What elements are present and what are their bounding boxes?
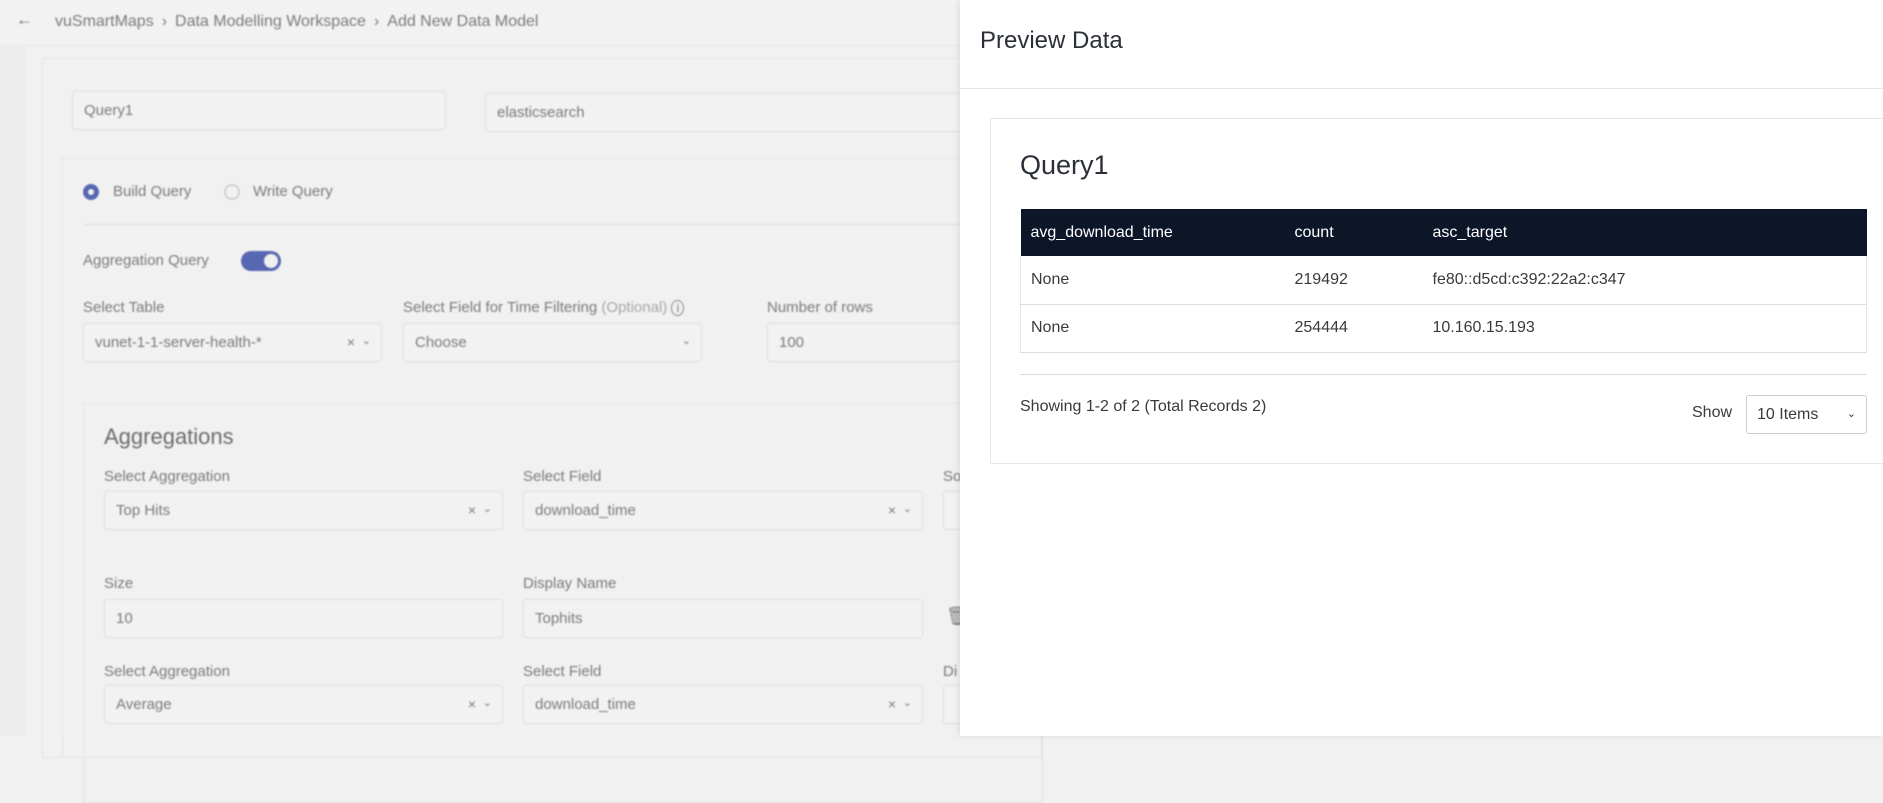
aggregation-dropdown[interactable]: Average × ⌄ xyxy=(104,685,503,724)
aggregation-query-toggle[interactable] xyxy=(241,251,281,271)
select-table-dropdown[interactable]: vunet-1-1-server-health-* × ⌄ xyxy=(83,323,382,362)
column-header: asc_target xyxy=(1422,209,1867,256)
optional-tag: (Optional) xyxy=(601,299,668,316)
column-header: avg_download_time xyxy=(1020,209,1285,256)
select-aggregation-label: Select Aggregation xyxy=(104,663,230,680)
select-aggregation-label: Select Aggregation xyxy=(104,468,230,485)
breadcrumb-item[interactable]: vuSmartMaps xyxy=(55,13,154,30)
time-field-label-text: Select Field for Time Filtering xyxy=(403,299,598,316)
page-size-select[interactable]: 10 Items ⌄ xyxy=(1746,395,1867,434)
clear-icon[interactable]: × xyxy=(346,334,355,350)
preview-data-panel: Preview Data Query1 avg_download_time co… xyxy=(960,0,1883,736)
show-label: Show xyxy=(1692,404,1733,421)
display-name-label: Display Name xyxy=(523,575,617,592)
divider xyxy=(1020,374,1867,375)
rows-value: 100 xyxy=(779,334,805,351)
size-input[interactable]: 10 xyxy=(104,599,503,638)
aggregation-dropdown[interactable]: Top Hits × ⌄ xyxy=(104,491,503,530)
field-value: download_time xyxy=(535,502,636,519)
panel-title: Preview Data xyxy=(980,27,1123,54)
display-name-label: Di xyxy=(943,663,958,680)
data-source-select[interactable]: elasticsearch× xyxy=(485,93,982,132)
size-value: 10 xyxy=(116,610,133,627)
data-source-value: elasticsearch xyxy=(497,104,585,121)
info-icon[interactable]: i xyxy=(671,300,685,316)
chevron-down-icon: ⌄ xyxy=(902,697,912,709)
aggregation-query-label: Aggregation Query xyxy=(83,252,209,269)
divider xyxy=(960,88,1883,89)
sort-label: So xyxy=(943,468,962,485)
query-builder-card xyxy=(62,158,1042,758)
select-field-label: Select Field xyxy=(523,468,602,485)
preview-table: avg_download_time count asc_target None … xyxy=(1020,209,1867,353)
backdrop-overlay[interactable] xyxy=(0,0,960,736)
field-dropdown[interactable]: download_time × ⌄ xyxy=(523,685,923,724)
query-name-input[interactable]: Query1 xyxy=(72,91,446,130)
time-field-dropdown[interactable]: Choose ⌄ xyxy=(403,323,702,362)
chevron-down-icon: ⌄ xyxy=(1846,408,1856,420)
table-row: None 254444 10.160.15.193 xyxy=(1020,304,1867,353)
table-cell: 219492 xyxy=(1284,256,1423,305)
aggregations-title: Aggregations xyxy=(104,424,234,449)
select-field-label: Select Field xyxy=(523,663,602,680)
back-arrow-icon[interactable]: ← xyxy=(16,10,33,29)
chevron-down-icon: ⌄ xyxy=(482,503,492,515)
chevron-down-icon: ⌄ xyxy=(902,503,912,515)
table-cell: 10.160.15.193 xyxy=(1422,304,1867,353)
build-query-radio[interactable] xyxy=(83,184,99,200)
table-cell: None xyxy=(1020,304,1285,353)
column-header: count xyxy=(1284,209,1423,256)
breadcrumb-item: Add New Data Model xyxy=(387,13,539,30)
breadcrumb-item[interactable]: Data Modelling Workspace xyxy=(175,13,366,30)
select-table-label: Select Table xyxy=(83,299,165,316)
clear-icon[interactable]: × xyxy=(467,502,476,518)
select-table-value: vunet-1-1-server-health-* xyxy=(95,334,262,351)
query-title: Query1 xyxy=(1020,150,1109,180)
divider xyxy=(83,224,983,225)
table-header: avg_download_time count asc_target xyxy=(1020,209,1867,256)
size-label: Size xyxy=(104,575,134,592)
sidebar-strip xyxy=(0,46,24,736)
table-row: None 219492 fe80::d5cd:c392:22a2:c347 xyxy=(1020,256,1867,305)
query-name-value: Query1 xyxy=(84,102,134,119)
table-cell: fe80::d5cd:c392:22a2:c347 xyxy=(1422,256,1867,305)
chevron-down-icon: ⌄ xyxy=(361,335,371,347)
chevron-down-icon: ⌄ xyxy=(681,335,691,347)
write-query-radio[interactable] xyxy=(224,184,240,200)
rows-label: Number of rows xyxy=(767,299,873,316)
build-query-label: Build Query xyxy=(113,183,192,200)
chevron-right-icon: › xyxy=(373,13,380,30)
breadcrumb: vuSmartMaps › Data Modelling Workspace › Add… xyxy=(55,13,538,31)
aggregation-value: Average xyxy=(116,696,172,713)
table-cell: None xyxy=(1020,256,1285,305)
time-field-value: Choose xyxy=(415,334,467,351)
clear-icon[interactable]: × xyxy=(887,696,896,712)
display-name-input[interactable]: Tophits xyxy=(523,599,923,638)
display-name-value: Tophits xyxy=(535,610,583,627)
table-cell: 254444 xyxy=(1284,304,1423,353)
clear-icon[interactable]: × xyxy=(467,696,476,712)
record-count: Showing 1-2 of 2 (Total Records 2) xyxy=(1020,398,1267,415)
write-query-label: Write Query xyxy=(253,183,333,200)
field-value: download_time xyxy=(535,696,636,713)
page-size-value: 10 Items xyxy=(1757,406,1819,423)
time-field-label: Select Field for Time Filtering (Optiona… xyxy=(403,299,685,316)
field-dropdown[interactable]: download_time × ⌄ xyxy=(523,491,923,530)
chevron-right-icon: › xyxy=(161,13,168,30)
chevron-down-icon: ⌄ xyxy=(482,697,492,709)
clear-icon[interactable]: × xyxy=(887,502,896,518)
aggregation-value: Top Hits xyxy=(116,502,171,519)
